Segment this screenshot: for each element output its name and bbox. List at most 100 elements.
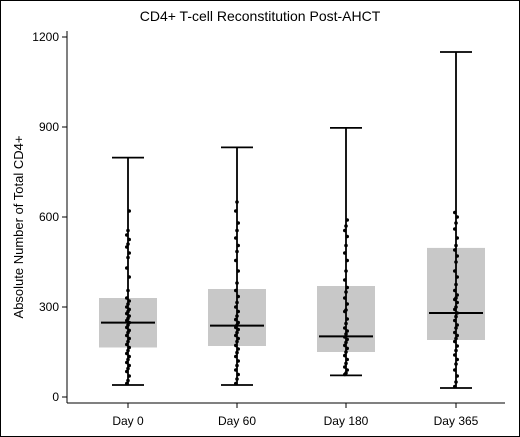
data-point [453,384,457,389]
data-point [343,251,347,255]
data-point [344,290,348,294]
data-point [455,344,460,348]
data-point [343,326,347,330]
data-point [234,333,238,338]
data-point [454,380,458,384]
data-point [453,339,457,344]
data-point [343,228,347,233]
data-point [345,329,350,333]
data-point [236,309,240,314]
data-point [125,360,129,365]
data-point [127,374,131,378]
data-point [125,381,129,386]
data-point [344,269,348,273]
data-point [455,323,460,327]
data-point [345,337,350,342]
data-point [454,326,458,330]
data-point [234,236,238,240]
data-point [235,339,239,344]
data-point [127,237,131,242]
data-point [127,275,131,279]
data-point [126,228,130,233]
data-point [453,248,457,252]
data-point [235,249,239,254]
data-point [344,371,348,375]
data-point [345,234,350,239]
data-point [235,314,239,318]
data-point [234,305,238,309]
data-point [343,365,347,369]
data-point [236,327,240,332]
data-point [234,209,238,213]
data-point [125,266,129,270]
data-point [345,302,350,306]
x-tick-label: Day 365 [434,414,479,428]
data-point [235,363,239,368]
data-point [454,243,458,248]
data-point [344,350,348,354]
data-point [454,282,458,287]
data-point [127,209,131,213]
data-point [234,343,238,348]
data-point [127,251,131,255]
y-tick-label: 1200 [32,30,59,44]
data-point [236,336,240,341]
data-point [126,348,130,353]
data-point [345,218,350,222]
data-point [127,314,131,318]
data-point [126,378,130,383]
data-point [455,357,460,362]
data-point [343,343,347,348]
data-point [454,221,458,225]
data-point [345,285,350,290]
data-point [454,296,458,300]
data-point [125,333,129,338]
data-point [234,258,238,263]
data-point [127,307,131,312]
x-tick-label: Day 180 [324,414,369,428]
data-point [454,305,458,309]
data-point [236,269,240,273]
data-point [234,381,238,386]
data-point [345,258,350,263]
data-point [127,328,131,333]
data-point [236,372,240,377]
data-point [234,288,238,293]
data-point [455,374,460,378]
data-point [125,233,129,237]
data-point [453,353,457,357]
data-point [234,354,238,359]
data-point [344,361,348,366]
data-point [126,339,130,344]
data-point [125,351,129,356]
data-point [453,368,457,372]
data-point [235,200,239,204]
data-point [125,296,129,300]
data-point [454,362,458,366]
data-point [454,336,458,341]
data-point [343,335,347,339]
data-point [344,308,348,312]
data-point [236,359,240,363]
data-point [455,333,460,338]
data-point [454,314,458,319]
data-point [125,305,129,309]
data-point [236,243,240,248]
data-point [236,347,240,351]
box-group [208,146,266,386]
data-point [236,320,240,325]
x-tick-label: Day 60 [218,414,256,428]
data-point [125,342,129,347]
data-point [453,318,457,323]
data-point [455,300,460,305]
y-tick-label: 0 [52,390,59,404]
data-point [344,224,348,228]
data-point [455,293,460,297]
data-point [453,330,457,335]
data-point [236,294,240,299]
data-point [345,317,350,321]
data-point [344,340,348,345]
data-point [234,317,238,322]
data-point [236,221,240,225]
data-point [454,260,458,264]
